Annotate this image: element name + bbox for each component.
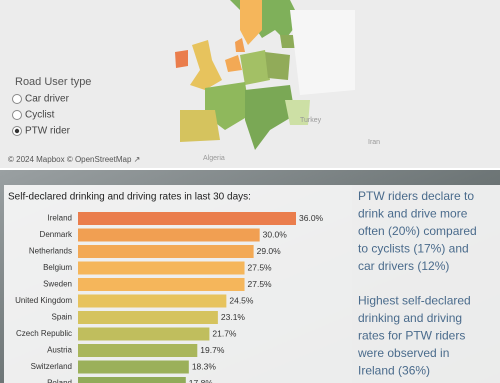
value-label: 18.3% [192,361,217,371]
value-label: 24.5% [229,295,254,305]
map-region [285,100,310,125]
radio-button[interactable] [12,94,22,104]
radio-label[interactable]: Car driver [25,94,70,105]
map-region [225,55,242,72]
bar [78,377,186,383]
map-region [240,50,270,85]
note-text: PTW riders declare to [358,189,474,203]
bar [78,327,210,341]
value-label: 30.0% [263,229,288,239]
value-label: 29.0% [257,246,282,256]
note-text: drink and drive more [358,207,468,221]
y-tick-label: Austria [47,346,72,355]
bar [78,228,260,242]
map-label: Iran [368,139,380,146]
note-text: drinking and driving [358,311,462,325]
note-text: car drivers (12%) [358,259,449,273]
bar [78,344,198,357]
map-region [245,85,295,150]
map-region [235,38,245,52]
map-credit: © 2024 Mapbox © OpenStreetMap ↗ [8,155,140,164]
y-tick-label: United Kingdom [15,296,72,305]
bar [78,311,218,324]
y-tick-label: Switzerland [31,362,72,371]
note-text: often (20%) compared [358,224,477,238]
map-region [280,35,296,48]
map-region [190,40,222,90]
bar [78,360,189,374]
radio-label[interactable]: PTW rider [25,126,71,137]
bar [78,245,254,258]
map-region [240,0,262,45]
chart-title: Self-declared drinking and driving rates… [8,192,251,203]
value-label: 27.5% [248,262,273,272]
value-label: 19.7% [200,345,225,355]
bar [78,212,296,225]
filter-title: Road User type [15,76,91,88]
map-region [180,110,220,142]
value-label: 23.1% [221,312,246,322]
map-region [175,50,188,68]
y-tick-label: Denmark [40,230,73,239]
radio-dot [14,128,20,134]
value-label: 17.8% [189,378,214,383]
bar [78,294,227,308]
map-label: Turkey [300,117,322,124]
y-tick-label: Ireland [48,214,72,223]
value-label: 36.0% [299,213,324,223]
y-tick-label: Spain [52,313,72,322]
map-region [290,10,355,95]
bar [78,261,245,275]
radio-label[interactable]: Cyclist [25,110,55,121]
note-text: rates for PTW riders [358,329,465,343]
note-text: were observed in [357,346,449,360]
y-tick-label: Belgium [43,263,72,272]
bar [78,278,245,291]
text-panel [352,185,500,383]
map-label: Algeria [203,155,225,162]
radio-button[interactable] [12,110,22,120]
y-tick-label: Netherlands [29,247,72,256]
value-label: 27.5% [248,279,273,289]
note-text: Highest self-declared [358,294,471,308]
y-tick-label: Czech Republic [16,329,72,338]
y-tick-label: Poland [47,379,72,383]
value-label: 21.7% [212,328,237,338]
y-tick-label: Sweden [43,280,72,289]
note-text: Ireland (36%) [358,364,430,378]
map-region [265,52,290,80]
note-text: to cyclists (17%) and [358,242,469,256]
